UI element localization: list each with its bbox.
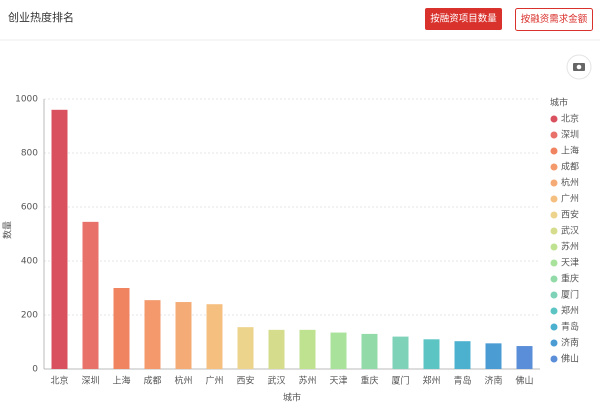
legend-swatch [550,115,558,123]
legend-swatch [550,163,558,171]
x-tick-label: 北京 [50,375,68,387]
x-tick-label: 苏州 [298,375,316,387]
legend-label: 深圳 [561,130,579,141]
bar [82,221,99,369]
x-tick-label: 天津 [329,376,347,387]
legend-swatch [550,179,558,187]
bar [454,341,471,369]
x-tick-label: 济南 [484,375,502,387]
x-tick-label: 西安 [236,375,254,387]
legend-label: 佛山 [561,353,579,365]
x-axis-label: 城市 [283,392,301,404]
x-tick-label: 杭州 [174,375,192,387]
bar [51,109,68,370]
legend-label: 青岛 [561,321,579,333]
legend-swatch [550,339,558,347]
camera-lens[interactable] [576,64,582,70]
button-label[interactable]: 按融资项目数量 [430,13,497,25]
bar [485,343,502,369]
x-tick-label: 深圳 [81,376,99,387]
bar [175,302,192,369]
bar [237,327,254,369]
x-tick-label: 广州 [205,375,223,387]
y-tick-label: 600 [21,203,38,213]
legend-label: 郑州 [561,305,579,317]
bar [144,300,161,369]
x-tick-label: 武汉 [267,375,285,387]
legend-swatch [550,291,558,299]
button-label[interactable]: 按融资需求金额 [521,13,588,25]
button[interactable]: 按融资项目数量 [425,8,502,30]
legend-label: 武汉 [561,225,579,237]
x-tick-label: 佛山 [515,375,533,387]
y-tick-label: 200 [21,311,38,321]
bar [392,336,409,369]
button[interactable]: 按融资需求金额 [515,8,593,31]
bar [299,329,316,369]
legend-swatch [550,227,558,235]
bar [113,288,130,369]
legend-label: 成都 [561,161,579,173]
legend-label: 上海 [561,145,579,157]
x-tick-label: 厦门 [391,375,409,387]
bar [268,329,285,369]
legend-label: 苏州 [561,241,579,253]
legend-swatch [550,307,558,315]
y-tick-label: 400 [21,257,38,267]
legend-swatch [550,323,558,331]
x-tick-label: 重庆 [360,375,378,387]
x-tick-label: 青岛 [453,375,471,387]
bar [206,304,223,369]
legend-label: 天津 [561,258,579,269]
legend-label: 济南 [561,337,579,349]
y-axis-label: 数量 [2,221,14,239]
y-tick-label: 800 [21,149,38,159]
legend-label: 厦门 [561,289,579,301]
camera-button[interactable] [566,54,592,80]
legend-label: 北京 [561,113,579,125]
legend-swatch [550,211,558,219]
legend-swatch [550,195,558,203]
bar [423,339,440,369]
x-tick-label: 上海 [112,375,130,387]
legend-swatch [550,355,558,363]
y-tick-label: 0 [32,365,38,375]
legend-swatch [550,259,558,267]
x-tick-label: 郑州 [422,375,440,387]
y-tick-label: 1000 [15,95,38,105]
bar [361,333,378,369]
legend-label: 西安 [561,209,579,221]
legend-swatch [550,243,558,251]
button-bg[interactable] [515,8,593,31]
legend-swatch [550,131,558,139]
button-bg[interactable] [425,8,502,30]
x-tick-label: 成都 [143,375,161,387]
bar [516,346,533,369]
legend-swatch [550,275,558,283]
legend-label: 广州 [561,193,579,205]
page-title: 创业热度排名 [8,10,74,24]
bar [330,332,347,369]
legend-title: 城市 [550,97,568,109]
legend-label: 杭州 [561,177,579,189]
legend-swatch [550,147,558,155]
legend-label: 重庆 [561,273,579,285]
